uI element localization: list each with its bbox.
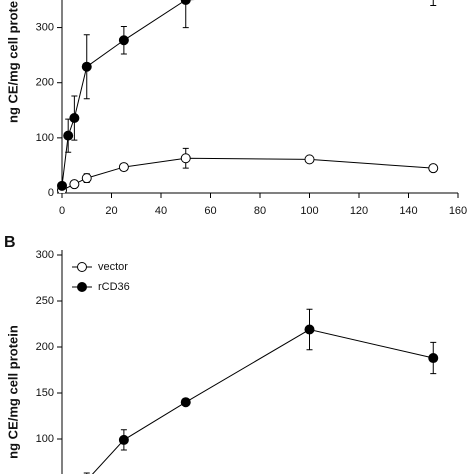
error-bar [182,0,189,29]
legend-label: vector [98,261,128,273]
plot-area [57,0,439,193]
data-point [118,162,129,173]
y-tick-label: 200 [36,77,54,89]
data-point [180,397,191,408]
y-axis-label: ng CE/mg cell protein [5,0,20,123]
x-tick-label: 0 [59,205,65,217]
plot-area [83,308,439,474]
y-axis-label: ng CE/mg cell protein [5,325,20,459]
y-tick-label: 100 [36,433,54,445]
y-tick-label: 200 [36,341,54,353]
y-tick-label: 300 [36,21,54,33]
data-point [180,0,191,5]
data-point [428,353,439,364]
data-point [118,35,129,46]
x-tick-label: 40 [155,205,167,217]
series-line [91,328,434,474]
error-bar [83,472,90,474]
y-tick-label: 100 [36,132,54,144]
x-tick-label: 100 [300,205,318,217]
y-tick-label: 300 [36,249,54,261]
data-point [69,179,80,190]
error-bar [430,0,437,7]
y-tick-label: 150 [36,387,54,399]
data-point [118,434,129,445]
x-tick-label: 60 [204,205,216,217]
series-line [61,0,195,186]
legend-label: rCD36 [98,281,130,293]
x-tick-label: 160 [449,205,467,217]
x-tick-label: 140 [399,205,417,217]
legend-marker [77,262,87,272]
data-point [69,113,80,124]
data-point [81,61,92,72]
x-tick-label: 80 [254,205,266,217]
panel-label: B [4,234,16,251]
series-line [61,157,434,191]
data-point [81,173,92,184]
data-point [304,154,315,165]
data-point [304,324,315,335]
y-tick-label: 0 [48,187,54,199]
legend-marker [77,282,87,292]
data-point [180,153,191,164]
data-point [63,130,74,141]
y-tick-label: 250 [36,295,54,307]
data-point [428,163,439,174]
x-tick-label: 20 [105,205,117,217]
data-point [57,180,67,191]
x-tick-label: 120 [350,205,368,217]
